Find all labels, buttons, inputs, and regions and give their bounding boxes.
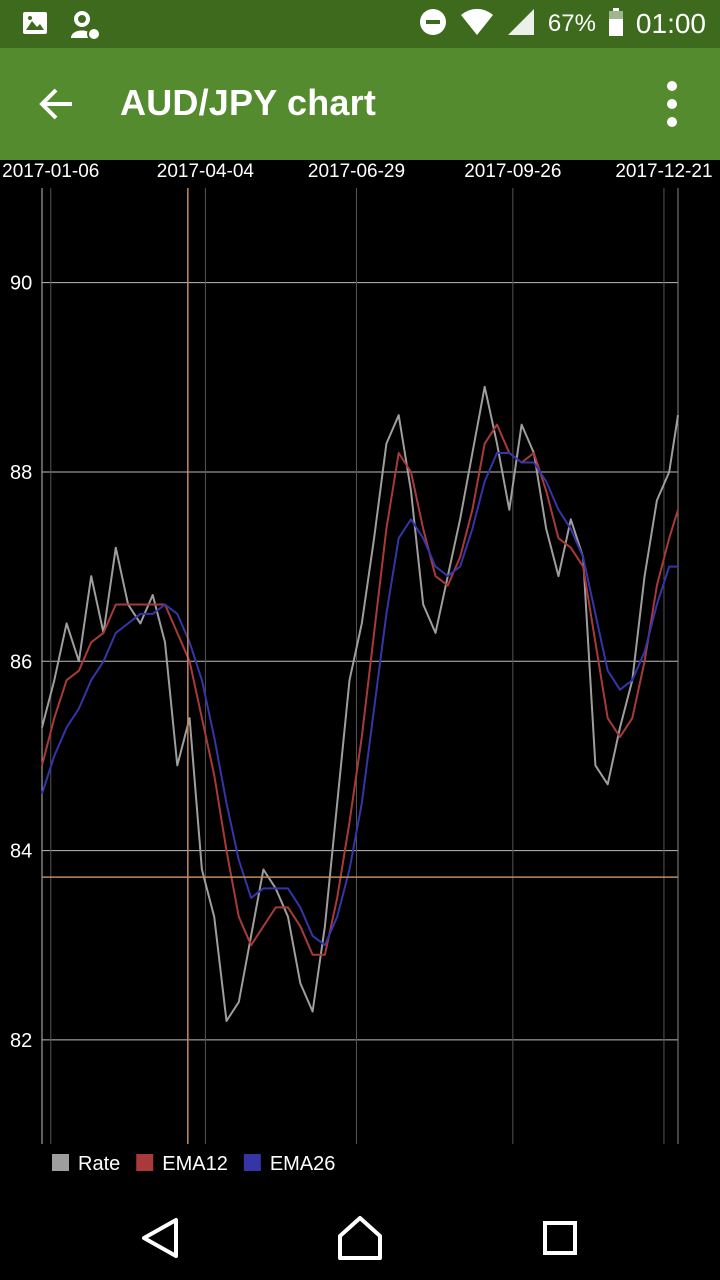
x-tick-label: 2017-06-29 <box>308 161 405 182</box>
back-triangle-icon <box>142 1218 178 1258</box>
y-tick-label: 88 <box>10 462 32 484</box>
cell-signal-icon <box>506 7 536 42</box>
app-bar: AUD/JPY chart <box>0 48 720 160</box>
battery-icon <box>608 7 624 42</box>
home-icon <box>338 1216 382 1260</box>
y-tick-label: 86 <box>10 651 32 673</box>
wifi-icon <box>460 7 494 42</box>
legend-swatch-ema12 <box>136 1154 154 1171</box>
y-tick-label: 90 <box>10 273 32 295</box>
chart-container[interactable]: 82 84 86 88 90 2017-01-06 2017-04-04 2017-06-29… <box>0 160 720 1200</box>
y-tick-label: 82 <box>10 1030 32 1052</box>
series-line-ema26 <box>41 452 678 947</box>
x-tick-label: 2017-09-26 <box>464 161 561 182</box>
legend-label-rate: Rate <box>78 1153 120 1175</box>
series-line-rate <box>41 385 679 1022</box>
legend-swatch-rate <box>52 1154 69 1171</box>
clock: 01:00 <box>635 8 706 39</box>
do-not-disturb-icon <box>418 7 448 42</box>
account-notification-icon <box>68 8 102 47</box>
nav-back-button[interactable] <box>130 1208 190 1268</box>
series-line-ema12 <box>41 423 679 956</box>
page-title: AUD/JPY chart <box>120 82 377 123</box>
image-notification-icon <box>20 8 50 47</box>
x-tick-label: 2017-01-06 <box>2 161 99 182</box>
nav-recents-button[interactable] <box>530 1208 590 1268</box>
status-bar: 67% 01:00 <box>0 0 720 48</box>
x-tick-label: 2017-12-21 <box>615 161 712 182</box>
chart[interactable]: 82 84 86 88 90 2017-01-06 2017-04-04 2017-06-29… <box>0 160 720 1200</box>
legend-label-ema12: EMA12 <box>162 1153 228 1175</box>
arrow-back-icon <box>39 88 72 120</box>
overflow-menu-button[interactable] <box>650 76 694 132</box>
legend-label-ema26: EMA26 <box>270 1153 336 1175</box>
recents-square-icon <box>543 1221 577 1255</box>
more-vert-icon <box>667 81 677 127</box>
back-button[interactable] <box>30 78 82 130</box>
battery-percent: 67% <box>547 10 596 37</box>
nav-home-button[interactable] <box>330 1208 390 1268</box>
y-tick-label: 84 <box>10 841 32 863</box>
legend-swatch-ema26 <box>243 1154 261 1171</box>
x-tick-label: 2017-04-04 <box>157 161 255 182</box>
navigation-bar <box>0 1190 720 1280</box>
